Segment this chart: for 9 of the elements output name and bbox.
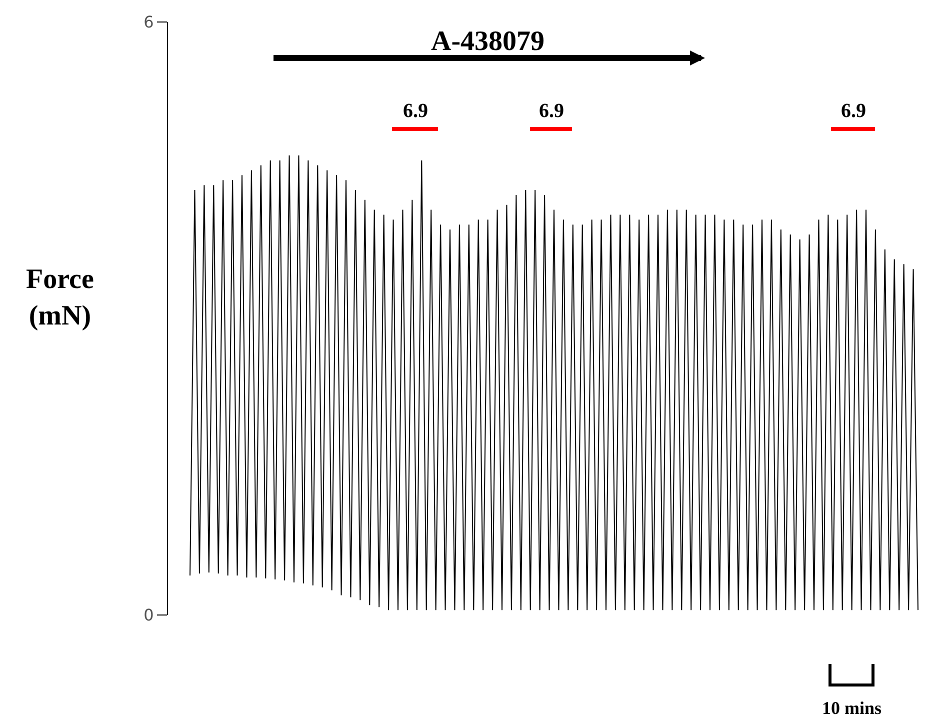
line-series bbox=[190, 154, 918, 611]
annotation: 6.9 bbox=[403, 100, 428, 122]
y-tick-label: 0 bbox=[144, 606, 154, 625]
annotation: A-438079 bbox=[431, 26, 545, 57]
y-tick-label: 6 bbox=[144, 12, 154, 32]
y-axis-title: Force (mN) bbox=[26, 264, 94, 332]
annotation: 6.9 bbox=[841, 100, 866, 122]
text: 10 mins bbox=[822, 698, 882, 718]
annotation: 6.9 bbox=[539, 100, 564, 122]
